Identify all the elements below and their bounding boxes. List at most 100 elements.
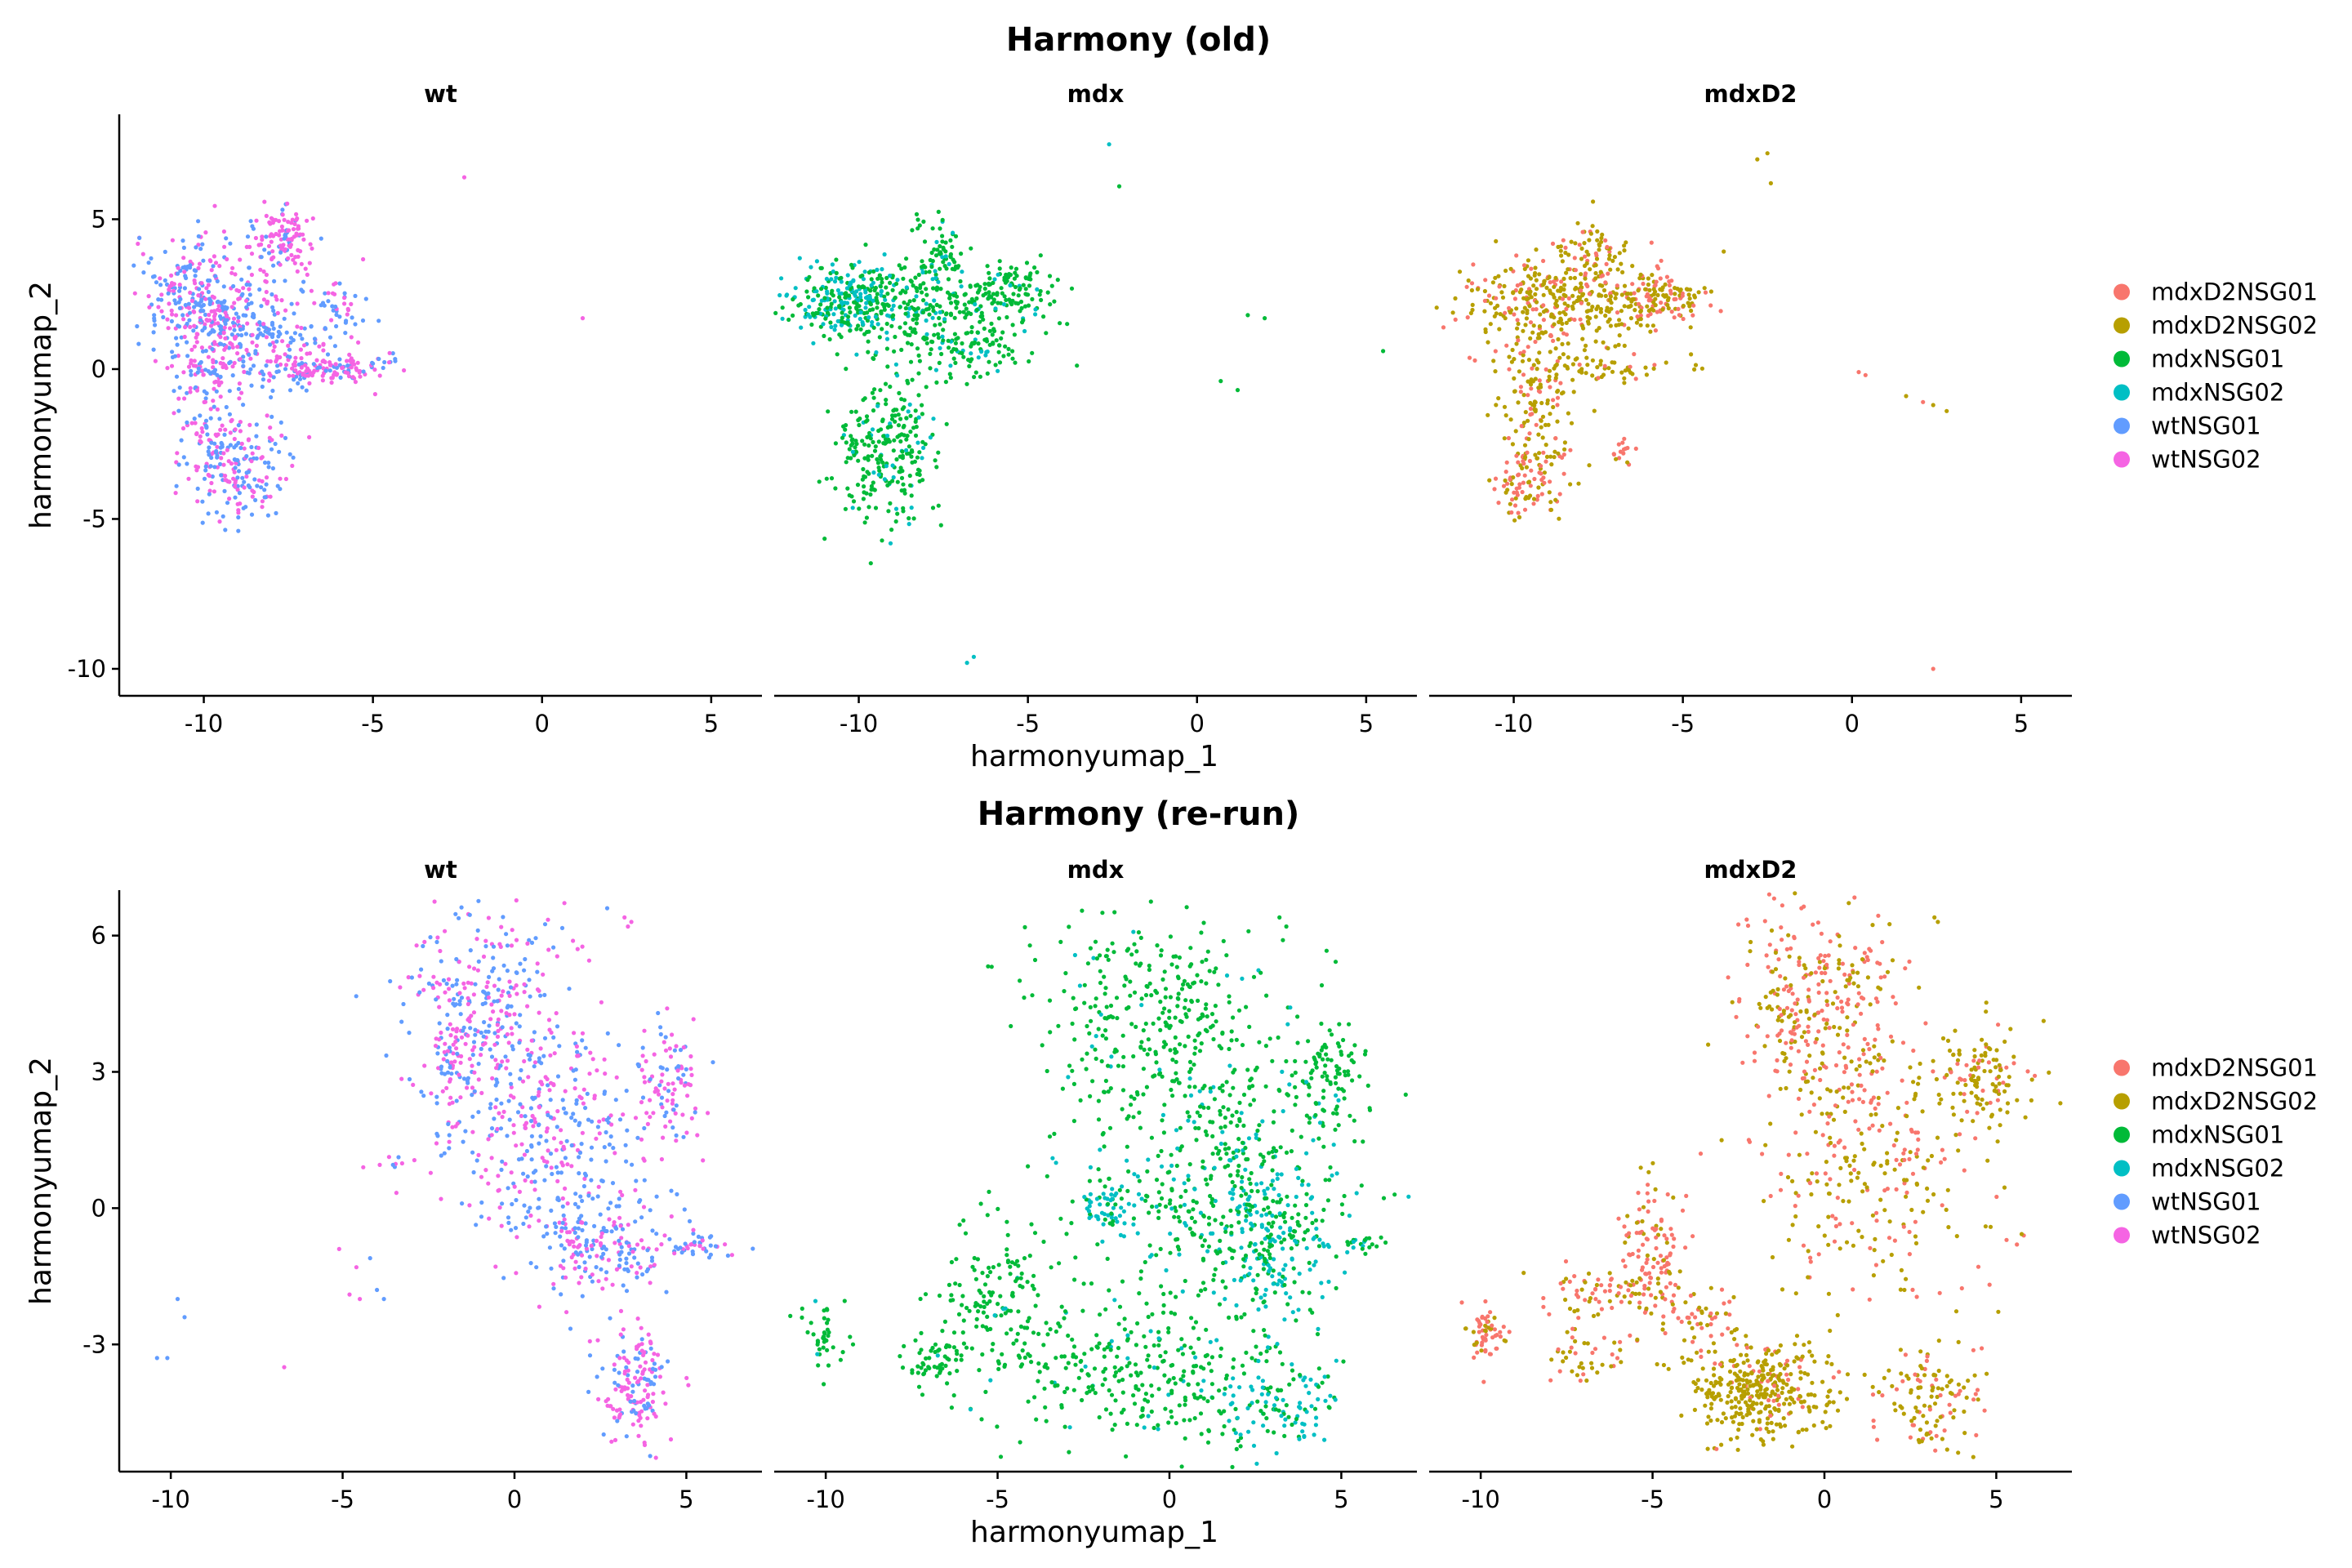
data-point-mdxNSG01 [1007, 272, 1012, 277]
data-point-mdxNSG01 [1341, 1359, 1346, 1364]
data-point-mdxNSG01 [876, 428, 881, 434]
data-point-mdxNSG02 [1243, 1167, 1248, 1172]
data-point-mdxNSG01 [916, 371, 921, 376]
data-point-wtNSG02 [580, 1031, 586, 1036]
data-point-mdxD2NSG02 [1600, 283, 1605, 288]
data-point-wtNSG02 [509, 943, 514, 948]
data-point-mdxD2NSG02 [1931, 403, 1936, 408]
data-point-wtNSG02 [470, 1048, 475, 1053]
data-point-mdxD2NSG01 [1690, 313, 1695, 318]
data-point-wtNSG01 [354, 994, 359, 999]
data-point-mdxNSG01 [899, 432, 904, 437]
data-point-wtNSG01 [300, 336, 305, 341]
data-point-mdxNSG01 [848, 310, 853, 314]
data-point-wtNSG02 [305, 218, 310, 223]
data-point-wtNSG01 [222, 319, 227, 324]
data-point-wtNSG01 [587, 1353, 593, 1358]
data-point-wtNSG02 [484, 984, 489, 989]
data-point-mdxNSG01 [1005, 1232, 1010, 1237]
data-point-wtNSG02 [176, 396, 181, 401]
data-point-mdxD2NSG02 [1488, 322, 1493, 327]
data-point-mdxNSG01 [1163, 1042, 1169, 1047]
data-point-mdxNSG01 [816, 293, 821, 298]
data-point-wtNSG02 [442, 1049, 447, 1054]
data-point-mdxD2NSG01 [1659, 301, 1664, 305]
data-point-wtNSG01 [463, 1129, 468, 1134]
data-point-wtNSG02 [411, 1082, 416, 1087]
data-point-wtNSG01 [658, 1025, 663, 1030]
data-point-wtNSG01 [510, 1047, 515, 1052]
data-point-wtNSG01 [444, 982, 449, 987]
data-point-mdxD2NSG01 [1921, 399, 1926, 404]
data-point-wtNSG01 [312, 336, 318, 341]
data-point-mdxNSG01 [938, 1370, 942, 1375]
data-point-wtNSG01 [421, 943, 425, 949]
data-point-mdxNSG01 [862, 474, 866, 479]
data-point-wtNSG02 [639, 1238, 644, 1243]
data-point-wtNSG01 [548, 1098, 553, 1102]
data-point-wtNSG01 [211, 264, 216, 269]
data-point-wtNSG02 [622, 915, 627, 920]
data-point-wtNSG02 [618, 1332, 623, 1337]
data-point-wtNSG02 [293, 368, 298, 373]
data-point-wtNSG01 [215, 453, 220, 458]
data-point-wtNSG02 [270, 217, 275, 222]
data-point-wtNSG02 [638, 1364, 643, 1369]
data-point-wtNSG02 [296, 371, 301, 376]
data-point-mdxNSG01 [890, 479, 895, 483]
data-point-mdxNSG02 [821, 322, 826, 327]
data-point-mdxD2NSG02 [1650, 323, 1655, 328]
data-point-mdxNSG01 [1285, 1302, 1290, 1307]
data-point-wtNSG01 [239, 277, 244, 282]
data-point-wtNSG01 [185, 390, 189, 395]
data-point-mdxNSG01 [893, 519, 898, 524]
data-point-mdxNSG01 [1128, 993, 1133, 998]
data-point-wtNSG01 [151, 330, 156, 335]
data-point-wtNSG01 [555, 1196, 560, 1200]
data-point-mdxNSG02 [850, 506, 855, 510]
data-point-wtNSG01 [708, 1243, 713, 1248]
data-point-wtNSG02 [345, 308, 351, 313]
data-point-mdxNSG02 [1260, 1379, 1265, 1383]
data-point-wtNSG01 [536, 1205, 541, 1210]
data-point-wtNSG01 [666, 1359, 670, 1364]
data-point-mdxD2NSG02 [1528, 382, 1534, 387]
data-point-mdxD2NSG02 [1526, 479, 1531, 484]
data-point-mdxD2NSG01 [1620, 440, 1625, 445]
data-point-mdxNSG02 [1247, 1272, 1252, 1276]
data-point-wtNSG02 [688, 1054, 693, 1059]
data-point-mdxD2NSG02 [1687, 296, 1692, 301]
data-point-mdxNSG01 [1030, 296, 1035, 301]
data-point-mdxNSG02 [845, 273, 850, 278]
data-point-mdxD2NSG02 [1684, 287, 1689, 292]
data-point-mdxNSG01 [1183, 1436, 1187, 1441]
data-point-wtNSG02 [265, 301, 270, 305]
data-point-mdxNSG02 [856, 297, 861, 303]
data-point-mdxNSG01 [848, 328, 853, 333]
data-point-wtNSG01 [221, 284, 226, 289]
data-point-wtNSG02 [639, 1137, 644, 1142]
data-point-wtNSG02 [321, 342, 326, 347]
data-point-wtNSG01 [350, 315, 354, 320]
data-point-mdxNSG02 [831, 269, 835, 274]
data-point-mdxNSG02 [833, 306, 838, 311]
data-point-mdxNSG02 [1288, 1226, 1293, 1231]
data-point-wtNSG02 [447, 987, 452, 991]
legend-label: mdxNSG02 [2151, 379, 2284, 407]
data-point-wtNSG02 [298, 232, 303, 237]
data-point-wtNSG01 [282, 236, 287, 241]
data-point-wtNSG01 [244, 282, 249, 287]
data-point-wtNSG01 [617, 1263, 622, 1268]
data-point-wtNSG02 [229, 305, 234, 310]
data-point-mdxNSG01 [1018, 286, 1022, 291]
data-point-mdxNSG02 [1001, 302, 1007, 307]
data-point-wtNSG01 [272, 312, 277, 317]
data-point-mdxNSG01 [1307, 1093, 1312, 1098]
data-point-wtNSG02 [207, 488, 212, 493]
data-point-mdxD2NSG01 [1641, 281, 1646, 287]
data-point-mdxNSG01 [1213, 1004, 1218, 1009]
chart-title: Harmony (re-run) [978, 795, 1300, 833]
data-point-mdxNSG01 [927, 270, 932, 274]
data-point-wtNSG02 [492, 983, 497, 988]
data-point-wtNSG01 [572, 1201, 578, 1206]
